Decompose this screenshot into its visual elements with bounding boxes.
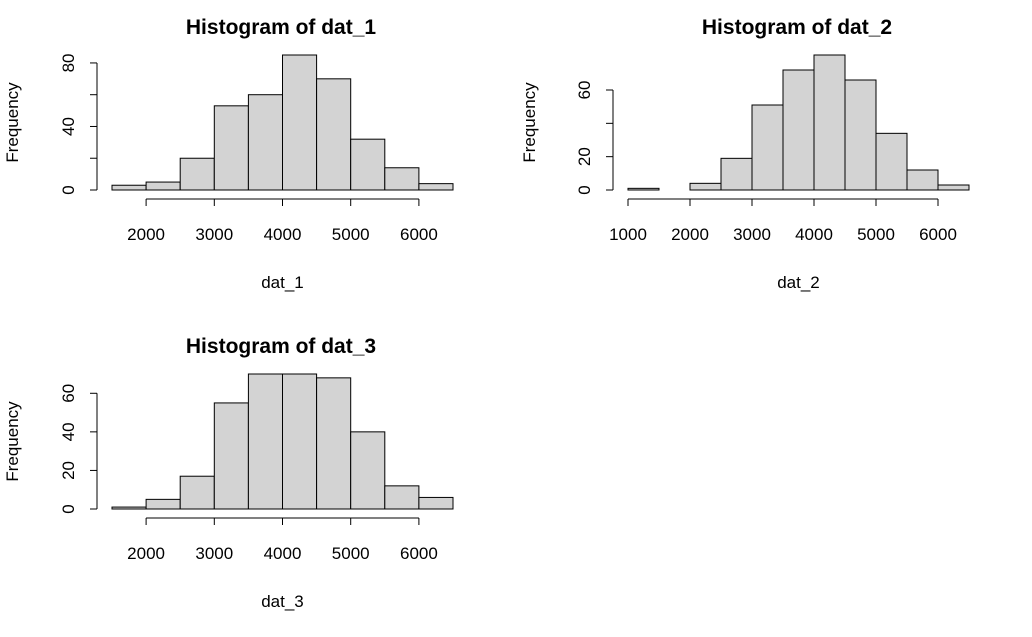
y-tick-label: 20 — [59, 461, 78, 480]
y-axis-label: Frequency — [3, 82, 22, 163]
histogram-bar — [247, 373, 283, 510]
histogram-bar — [906, 169, 939, 191]
x-tick-label: 3000 — [195, 544, 233, 563]
x-axis-label: dat_2 — [777, 273, 820, 292]
x-tick-label: 6000 — [400, 544, 438, 563]
x-tick-label: 6000 — [400, 225, 438, 244]
histogram-bar — [179, 475, 215, 510]
histogram-panel-2: Histogram of dat_2 1000 2000 3000 4000 5000 60… — [520, 16, 970, 292]
x-tick-label: 4000 — [264, 544, 302, 563]
histogram-bar — [316, 78, 352, 191]
histogram-bar — [213, 105, 249, 191]
x-tick-label: 1000 — [609, 225, 647, 244]
histogram-bar — [247, 94, 283, 191]
histogram-bar — [627, 187, 660, 191]
histogram-bar — [937, 184, 970, 191]
x-axis-label: dat_1 — [261, 273, 304, 292]
chart-title: Histogram of dat_1 — [186, 16, 377, 39]
histogram-bar — [350, 138, 386, 191]
histogram-bar — [282, 373, 318, 510]
histogram-bar — [282, 54, 318, 191]
y-axis-label: Frequency — [3, 401, 22, 482]
x-tick-label: 4000 — [264, 225, 302, 244]
y-tick-label: 0 — [59, 185, 78, 194]
histogram-bar — [179, 157, 215, 191]
histogram-bar — [145, 181, 181, 191]
x-tick-label: 3000 — [195, 225, 233, 244]
x-tick-label: 4000 — [795, 225, 833, 244]
x-tick-label: 5000 — [332, 225, 370, 244]
x-tick-label: 2000 — [671, 225, 709, 244]
histogram-bar — [418, 183, 454, 191]
histogram-bar — [689, 182, 722, 191]
histogram-bar — [782, 69, 815, 191]
x-tick-label: 3000 — [733, 225, 771, 244]
y-tick-label: 0 — [59, 504, 78, 513]
histogram-bar — [384, 485, 420, 510]
y-tick-label: 60 — [575, 81, 594, 100]
x-tick-label: 2000 — [127, 225, 165, 244]
histogram-bar — [145, 498, 181, 510]
x-tick-label: 5000 — [857, 225, 895, 244]
histogram-bar — [316, 377, 352, 510]
histogram-panel-1: Histogram of dat_1 2000 3000 4000 5000 6000 0 4… — [3, 16, 454, 292]
histogram-bar — [213, 402, 249, 510]
histogram-bar — [813, 54, 846, 191]
y-tick-label: 0 — [575, 185, 594, 194]
chart-title: Histogram of dat_3 — [186, 335, 376, 358]
y-tick-label: 60 — [59, 384, 78, 403]
x-tick-label: 6000 — [919, 225, 957, 244]
y-tick-label: 40 — [59, 117, 78, 136]
x-tick-label: 5000 — [332, 544, 370, 563]
histogram-bar — [350, 431, 386, 510]
x-tick-label: 2000 — [127, 544, 165, 563]
histogram-bar — [111, 184, 147, 191]
histogram-bar — [875, 132, 908, 191]
chart-title: Histogram of dat_2 — [702, 16, 892, 39]
y-tick-label: 40 — [59, 422, 78, 441]
x-axis-label: dat_3 — [261, 592, 304, 611]
y-axis-label: Frequency — [520, 82, 539, 163]
histogram-bar — [384, 167, 420, 191]
y-tick-label: 20 — [575, 147, 594, 166]
histogram-panel-3: Histogram of dat_3 2000 3000 4000 5000 6000 0 2… — [3, 335, 454, 611]
histogram-bar — [720, 157, 753, 191]
histogram-bar — [844, 79, 877, 191]
histogram-bar — [418, 496, 454, 510]
y-tick-label: 80 — [59, 53, 78, 72]
histogram-bar — [751, 104, 784, 191]
histogram-bar — [111, 506, 147, 510]
